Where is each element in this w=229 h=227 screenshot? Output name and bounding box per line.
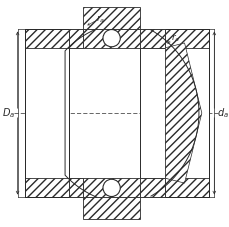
Circle shape xyxy=(103,179,120,197)
Bar xyxy=(25,29,69,48)
Bar xyxy=(140,29,165,48)
Bar xyxy=(69,29,82,48)
Bar xyxy=(82,7,140,29)
Bar xyxy=(165,29,208,48)
Text: $d_a$: $d_a$ xyxy=(216,106,228,120)
Bar xyxy=(140,48,165,178)
Bar xyxy=(140,178,165,197)
Polygon shape xyxy=(165,43,201,183)
Bar xyxy=(165,29,208,197)
Text: $r_a$: $r_a$ xyxy=(170,32,180,44)
Text: $r_a$: $r_a$ xyxy=(96,13,105,25)
Circle shape xyxy=(103,30,120,47)
Bar xyxy=(25,178,69,197)
Text: $D_a$: $D_a$ xyxy=(2,106,15,120)
Bar xyxy=(69,178,82,197)
Bar xyxy=(82,29,140,48)
Bar xyxy=(82,178,140,197)
Bar xyxy=(25,29,69,197)
Bar xyxy=(165,178,208,197)
Bar xyxy=(82,197,140,219)
